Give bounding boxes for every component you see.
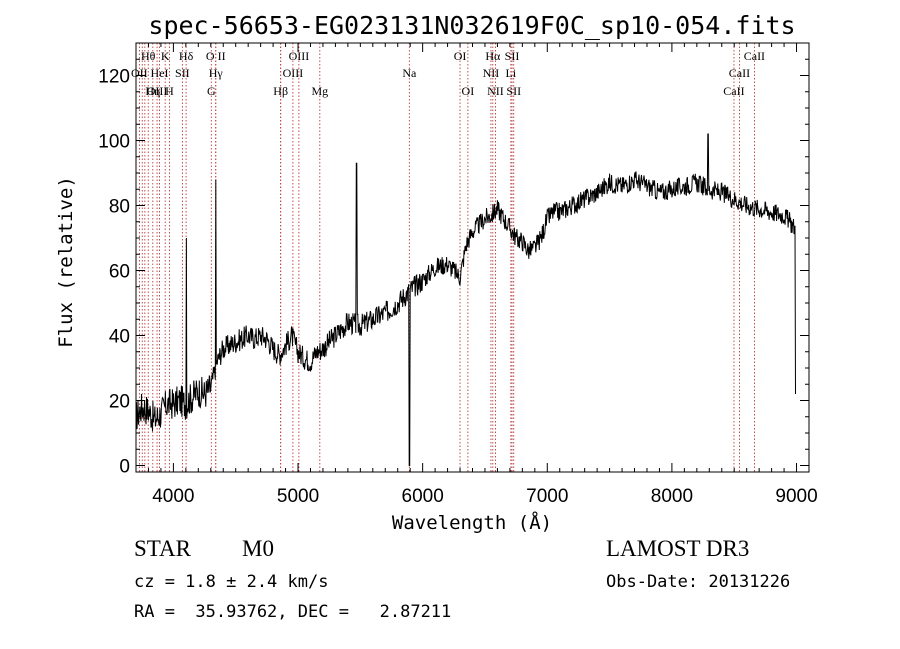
y-tick-label: 40 (109, 327, 130, 348)
line-labels: Hθ K Hδ O II OIII OI Hα SII CaII OII HeI SII Hγ OIII N… (131, 49, 765, 98)
spectrum-line (135, 133, 796, 466)
line-label: Hη (145, 84, 160, 98)
line-label: SII (505, 49, 520, 63)
x-tick-label: 8000 (651, 486, 693, 507)
x-tick-label: 6000 (402, 486, 444, 507)
line-label: OII (131, 66, 148, 80)
line-label: OI (462, 84, 475, 98)
chart-title: spec-56653-EG023131N032619F0C_sp10-054.f… (148, 11, 795, 40)
line-label: HeI (151, 66, 169, 80)
line-label: Hα (485, 49, 501, 63)
y-tick-label: 20 (109, 392, 130, 413)
line-label: Na (402, 66, 417, 80)
coordinates: RA = 35.93762, DEC = 2.87211 (134, 602, 452, 622)
line-label: Hβ (273, 84, 288, 98)
line-label: CaII (729, 66, 750, 80)
line-label: Mg (311, 84, 328, 98)
line-label: Hγ (209, 66, 224, 80)
line-label: OIII (289, 49, 310, 63)
y-axis-label: Flux (relative) (55, 176, 77, 348)
plot-frame (135, 42, 810, 473)
line-label: NII (487, 84, 504, 98)
x-tick-label: 4000 (152, 486, 194, 507)
line-label: Hδ (179, 49, 194, 63)
y-tick-label: 80 (109, 197, 130, 218)
line-label: Li (506, 66, 517, 80)
x-axis-label: Wavelength (Å) (392, 511, 552, 534)
line-label: CaII (723, 84, 744, 98)
line-label: H (165, 84, 174, 98)
redshift-velocity: cz = 1.8 ± 2.4 km/s (134, 572, 329, 592)
line-label: OIII (147, 84, 168, 98)
y-tick-label: 100 (98, 132, 130, 153)
y-tick-label: 120 (98, 67, 130, 88)
line-label: SII (506, 84, 521, 98)
line-label: G (207, 84, 216, 98)
y-tick-label: 0 (119, 457, 130, 478)
line-label: K (161, 49, 170, 63)
x-axis: 4000 5000 6000 7000 8000 9000 (147, 43, 818, 507)
object-class: STAR (134, 536, 191, 561)
survey-name: LAMOST DR3 (606, 536, 750, 561)
y-axis: 0 20 40 60 80 100 120 (98, 58, 809, 478)
x-tick-label: 7000 (526, 486, 568, 507)
line-label: NII (483, 66, 500, 80)
x-tick-label: 5000 (277, 486, 319, 507)
line-label: O II (206, 49, 226, 63)
line-label: OIII (283, 66, 304, 80)
object-subclass: M0 (242, 536, 274, 561)
line-label: Hθ (141, 49, 156, 63)
observation-date: Obs-Date: 20131226 (606, 572, 791, 592)
x-tick-label: 9000 (775, 486, 817, 507)
line-label: CaII (744, 49, 765, 63)
line-label: OI (454, 49, 467, 63)
line-label: SII (175, 66, 190, 80)
emission-line-markers (138, 43, 755, 472)
y-tick-label: 60 (109, 262, 130, 283)
